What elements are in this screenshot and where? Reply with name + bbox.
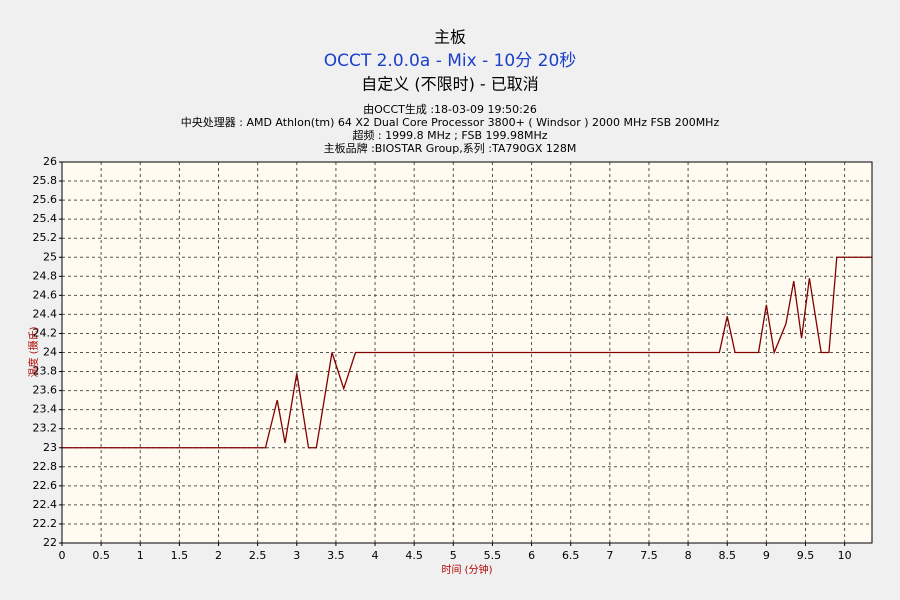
y-tick-label: 23.4	[33, 403, 58, 416]
x-tick-label: 8	[685, 549, 692, 562]
y-tick-label: 24.8	[33, 269, 58, 282]
x-tick-label: 1	[137, 549, 144, 562]
x-tick-label: 5.5	[484, 549, 502, 562]
temperature-line	[62, 256, 872, 449]
x-tick-label: 6.5	[562, 549, 580, 562]
y-tick-label: 22.8	[33, 460, 58, 473]
y-tick-label: 22.6	[33, 479, 58, 492]
y-tick-label: 23.2	[33, 422, 58, 435]
x-tick-label: 6	[528, 549, 535, 562]
y-tick-label: 23	[43, 441, 57, 454]
x-tick-label: 2	[215, 549, 222, 562]
chart-subtitle: OCCT 2.0.0a - Mix - 10分 20秒	[324, 51, 577, 71]
x-tick-label: 5	[450, 549, 457, 562]
x-tick-label: 7.5	[640, 549, 658, 562]
x-tick-label: 1.5	[171, 549, 189, 562]
y-tick-label: 22.2	[33, 517, 58, 530]
info-line: 中央处理器 : AMD Athlon(tm) 64 X2 Dual Core P…	[181, 116, 720, 129]
y-tick-label: 26	[43, 155, 57, 168]
y-tick-label: 25.4	[33, 212, 58, 225]
plot-frame	[61, 161, 873, 544]
x-tick-label: 0	[59, 549, 66, 562]
y-tick-label: 25	[43, 250, 57, 263]
y-tick-label: 24.4	[33, 307, 58, 320]
x-tick-label: 3.5	[327, 549, 345, 562]
y-tick-label: 24.6	[33, 288, 58, 301]
x-tick-label: 9.5	[797, 549, 815, 562]
x-tick-label: 9	[763, 549, 770, 562]
x-tick-label: 3	[293, 549, 300, 562]
x-tick-label: 4.5	[405, 549, 423, 562]
y-tick-label: 25.2	[33, 231, 58, 244]
info-line: 超频 : 1999.8 MHz ; FSB 199.98MHz	[352, 128, 547, 142]
status: 自定义 (不限时) - 已取消	[361, 75, 539, 94]
y-tick-label: 23.6	[33, 384, 58, 397]
y-tick-label: 22	[43, 536, 57, 549]
chart-title: 主板	[434, 28, 466, 47]
y-tick-label: 24	[43, 346, 57, 359]
y-tick-label: 24.2	[33, 326, 58, 339]
y-tick-label: 25.6	[33, 193, 58, 206]
y-tick-label: 25.8	[33, 174, 58, 187]
x-axis-label: 时间 (分钟)	[442, 563, 493, 576]
y-axis-label: 温度 (摄氏)	[27, 326, 40, 377]
x-tick-label: 0.5	[92, 549, 110, 562]
y-tick-label: 22.4	[33, 498, 58, 511]
x-tick-label: 2.5	[249, 549, 267, 562]
info-line: 主板品牌 :BIOSTAR Group,系列 :TA790GX 128M	[324, 141, 577, 155]
x-tick-label: 8.5	[718, 549, 736, 562]
x-tick-label: 10	[838, 549, 852, 562]
y-tick-label: 23.8	[33, 365, 58, 378]
x-tick-label: 4	[372, 549, 379, 562]
x-tick-label: 7	[606, 549, 613, 562]
info-line: 由OCCT生成 :18-03-09 19:50:26	[363, 102, 537, 116]
